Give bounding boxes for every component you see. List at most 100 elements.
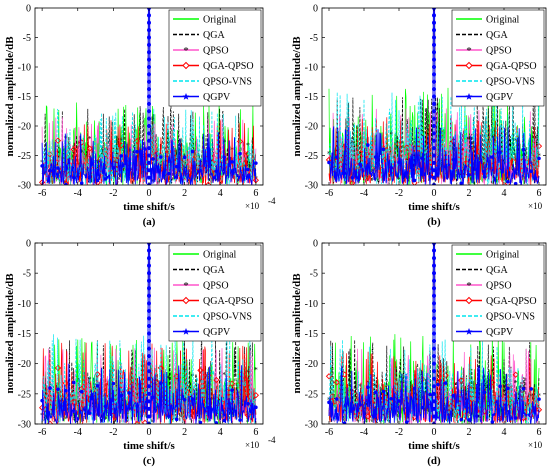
data-point — [432, 94, 436, 99]
data-point — [166, 414, 171, 418]
x-exponent: ×10 — [528, 440, 543, 450]
data-point — [327, 160, 331, 165]
data-point — [432, 131, 436, 136]
x-tick-label: 0 — [432, 427, 437, 438]
x-tick-label: 0 — [147, 188, 152, 199]
x-tick-label: 4 — [502, 427, 507, 438]
legend-label: QPSO — [486, 281, 512, 292]
data-point: * — [198, 377, 202, 386]
data-point — [147, 168, 151, 173]
data-point — [404, 171, 409, 175]
data-point — [451, 393, 456, 398]
data-point: * — [198, 174, 202, 183]
x-tick-label: 4 — [218, 427, 223, 438]
subplot-a: ****************************-6-4-20246-3… — [4, 4, 276, 229]
legend-label: QPSO — [203, 46, 229, 57]
legend-marker — [465, 93, 473, 100]
data-point — [147, 146, 151, 151]
data-point — [327, 400, 331, 405]
data-point: * — [483, 381, 487, 390]
data-point — [420, 156, 425, 161]
legend-box — [451, 244, 545, 342]
y-tick-label: -20 — [18, 122, 31, 133]
data-point — [95, 384, 100, 388]
data-point — [147, 101, 151, 106]
data-point — [147, 331, 151, 336]
data-point: * — [389, 130, 393, 139]
data-point — [222, 418, 227, 423]
legend-label: QGPV — [486, 327, 514, 338]
y-tick-label: -30 — [305, 181, 318, 192]
data-point — [412, 178, 417, 183]
data-point — [54, 364, 62, 372]
data-point — [432, 316, 436, 321]
data-point — [504, 180, 512, 185]
data-point — [147, 399, 151, 404]
y-tick-label: 0 — [26, 239, 31, 250]
subplot-label: (c) — [143, 455, 156, 467]
y-tick-label: -15 — [305, 92, 318, 103]
data-point — [459, 181, 464, 185]
data-point: * — [254, 365, 258, 374]
data-point — [71, 175, 76, 180]
x-exponent-power: -4 — [268, 196, 276, 206]
data-point — [182, 155, 187, 160]
data-point — [147, 361, 151, 366]
data-point — [428, 392, 432, 397]
data-point — [373, 155, 378, 159]
data-point — [95, 178, 100, 183]
data-point: * — [72, 397, 76, 406]
series-qgpv — [327, 243, 541, 424]
data-point — [147, 87, 151, 92]
data-point — [420, 405, 425, 410]
series-original — [328, 243, 540, 424]
y-axis-label: normalized amplitude/dB — [4, 273, 16, 394]
data-point — [432, 87, 436, 92]
data-point — [238, 418, 242, 422]
data-point — [482, 390, 487, 395]
series-line — [328, 243, 540, 424]
y-tick-label: -25 — [305, 151, 318, 162]
data-point — [513, 416, 518, 420]
subplot-d: ** *** * ***** **** ************ *-6 -4 -2 0 2 4 6-3… — [291, 239, 547, 467]
data-point — [467, 418, 471, 422]
x-tick-label: -4 — [360, 188, 368, 199]
data-point — [147, 35, 151, 40]
data-point — [206, 405, 211, 410]
data-point — [147, 406, 151, 411]
data-point — [147, 116, 151, 121]
data-point: * — [119, 136, 123, 145]
data-point — [222, 155, 227, 159]
data-point: * — [490, 368, 494, 377]
data-point — [174, 164, 179, 169]
data-point — [451, 157, 456, 162]
data-point — [206, 146, 211, 151]
data-point: * — [96, 411, 100, 420]
data-point — [342, 421, 347, 424]
data-point — [147, 308, 151, 313]
series-qgpv — [327, 8, 541, 185]
data-point — [474, 414, 479, 418]
data-point — [147, 42, 151, 47]
data-point: * — [88, 134, 92, 143]
data-point — [381, 389, 386, 394]
data-point — [350, 175, 355, 180]
legend-marker — [182, 93, 190, 100]
data-point: * — [135, 391, 139, 400]
data-point — [147, 384, 151, 389]
data-point — [174, 417, 179, 422]
data-point — [182, 397, 187, 402]
data-point — [79, 389, 84, 394]
data-point: * — [358, 382, 362, 391]
plot-area: **************************** — [325, 243, 543, 424]
data-point: * — [96, 158, 100, 167]
data-point — [252, 392, 260, 399]
data-point — [147, 323, 151, 328]
data-point — [432, 248, 436, 253]
x-tick-label: 4 — [218, 188, 223, 199]
y-tick-label: -10 — [305, 63, 318, 74]
data-point: * — [467, 135, 471, 144]
series-qpso-vns — [41, 243, 257, 424]
data-point — [147, 28, 151, 33]
